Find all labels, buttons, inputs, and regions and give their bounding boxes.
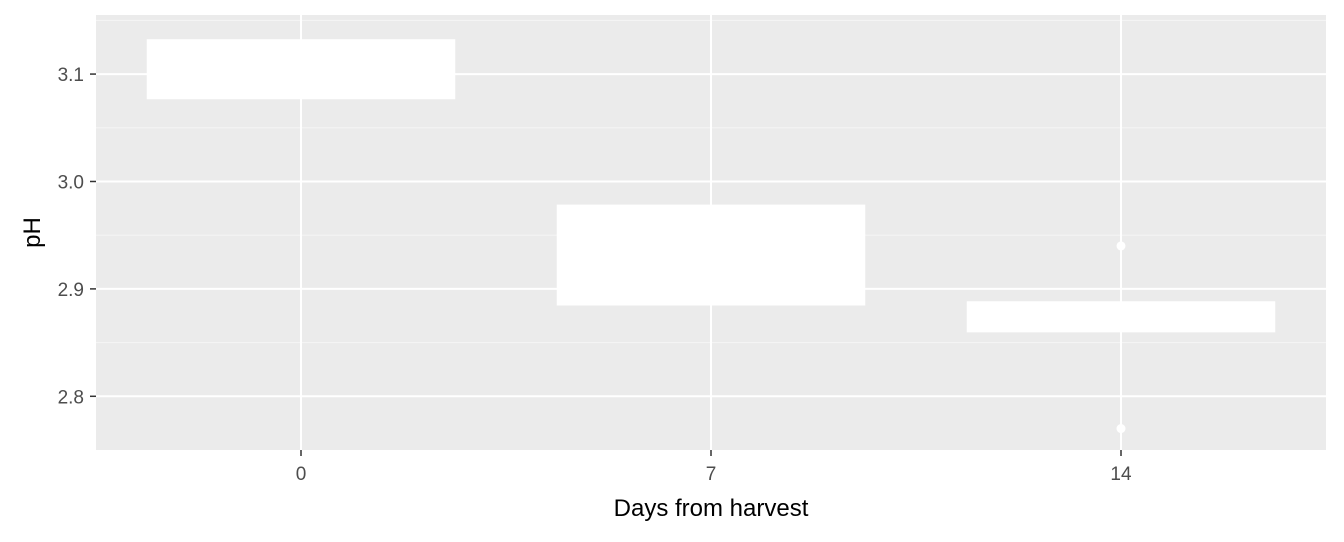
y-tick-label: 2.8 — [58, 387, 84, 408]
box-series — [146, 31, 1276, 434]
y-tick-label: 3.1 — [58, 65, 84, 86]
x-axis-title: Days from harvest — [614, 495, 809, 522]
box-7 — [556, 138, 866, 365]
x-axis-ticks: 0 7 14 — [296, 450, 1132, 485]
x-tick-label: 14 — [1110, 464, 1132, 485]
box-14 — [966, 241, 1276, 434]
x-tick-label: 0 — [296, 464, 307, 485]
box-body — [966, 301, 1276, 333]
outlier-point — [1116, 424, 1126, 434]
y-tick-label: 2.9 — [58, 280, 84, 301]
box-0 — [146, 31, 456, 107]
outlier-point — [1116, 241, 1126, 251]
y-axis-title: pH — [19, 217, 46, 248]
y-tick-label: 3.0 — [58, 172, 84, 193]
x-tick-label: 7 — [706, 464, 717, 485]
y-axis-ticks: 2.8 2.9 3.0 3.1 — [58, 65, 96, 408]
box-body — [146, 39, 456, 100]
box-body — [556, 204, 866, 306]
